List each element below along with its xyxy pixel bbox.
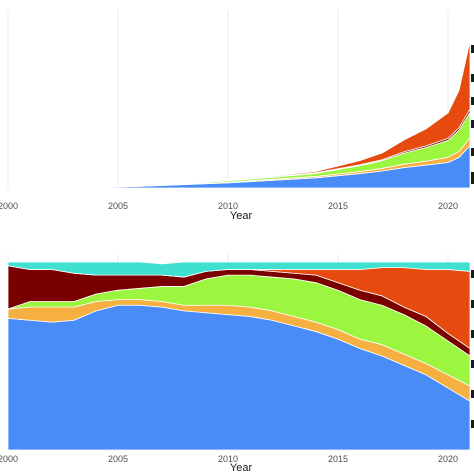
legend-key [471, 97, 474, 105]
legend-key [471, 420, 474, 428]
legend-key [471, 360, 474, 368]
x-tick-label: 2020 [438, 201, 458, 211]
x-tick-label: 2015 [328, 201, 348, 211]
top-chart-panel: 2000 2005 2010 2015 2020 Year [0, 10, 474, 222]
x-axis-title: Year [230, 462, 253, 474]
x-axis-title: Year [230, 210, 253, 222]
x-tick-label: 2000 [0, 454, 18, 464]
x-tick-label: 2020 [438, 454, 458, 464]
legend-key [471, 300, 474, 308]
legend-key [471, 270, 474, 278]
x-tick-label: 2005 [108, 454, 128, 464]
x-tick-label: 2000 [0, 201, 18, 211]
legend-key [471, 390, 474, 398]
area-series-6 [95, 38, 471, 188]
x-tick-label: 2010 [218, 454, 238, 464]
legend-key [471, 120, 474, 128]
legend-key [471, 148, 474, 156]
x-tick-label: 2015 [328, 454, 348, 464]
legend-key [471, 330, 474, 338]
legend-key [471, 45, 474, 53]
bottom-chart-panel: 2000 2005 2010 2015 2020 Year [0, 254, 474, 474]
legend-key [471, 74, 474, 82]
legend-key [471, 172, 474, 180]
x-tick-label: 2010 [218, 201, 238, 211]
area-series-6 [7, 261, 471, 278]
x-tick-label: 2005 [108, 201, 128, 211]
